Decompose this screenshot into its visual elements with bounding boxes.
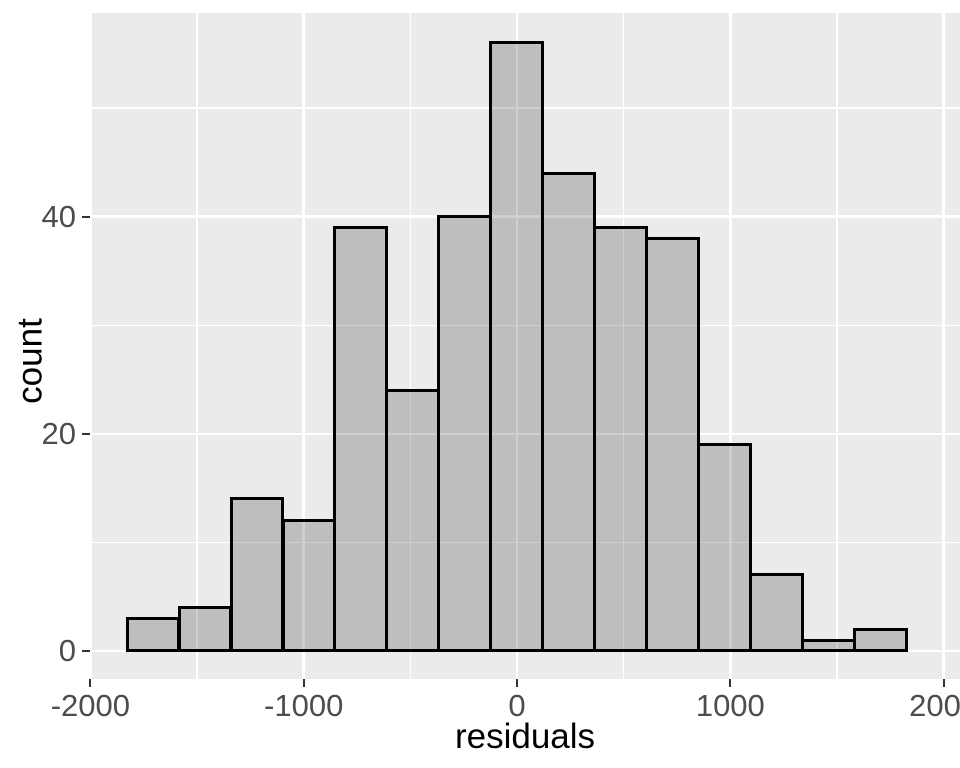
histogram-bar bbox=[801, 638, 857, 653]
x-minor-gridline bbox=[836, 13, 838, 679]
x-tick-label: -1000 bbox=[264, 688, 344, 723]
x-major-gridline bbox=[942, 13, 945, 679]
x-major-gridline bbox=[515, 13, 519, 679]
y-major-gridline bbox=[90, 215, 960, 218]
y-major-gridline bbox=[90, 432, 960, 435]
x-tick-label: 2000 bbox=[909, 688, 960, 723]
histogram-bar bbox=[697, 443, 753, 653]
x-major-gridline bbox=[729, 13, 732, 679]
histogram-bar bbox=[177, 606, 233, 653]
histogram-bar bbox=[281, 519, 337, 653]
y-tick-label: 20 bbox=[41, 416, 76, 452]
x-axis-tick bbox=[302, 679, 305, 687]
x-axis-tick bbox=[729, 679, 732, 687]
histogram-bar bbox=[229, 497, 285, 653]
x-minor-gridline bbox=[623, 13, 625, 679]
x-tick-label: 1000 bbox=[695, 688, 765, 723]
x-minor-gridline bbox=[196, 13, 198, 679]
x-axis-tick bbox=[516, 679, 518, 687]
x-minor-gridline bbox=[409, 13, 411, 679]
y-axis-title: count bbox=[10, 318, 50, 404]
x-major-gridline bbox=[302, 13, 305, 679]
histogram-bar bbox=[541, 171, 597, 653]
x-tick-label: 0 bbox=[508, 688, 526, 723]
y-axis-tick bbox=[82, 215, 90, 218]
y-axis-tick bbox=[82, 432, 90, 435]
x-major-gridline bbox=[90, 13, 92, 679]
histogram-bar bbox=[489, 41, 545, 653]
histogram-bar bbox=[333, 225, 389, 653]
x-axis-tick bbox=[89, 679, 92, 687]
x-axis-tick bbox=[942, 679, 945, 687]
histogram-bar bbox=[125, 616, 181, 653]
x-axis-title: residuals bbox=[454, 717, 596, 756]
y-minor-gridline bbox=[90, 324, 960, 326]
y-minor-gridline bbox=[90, 541, 960, 544]
histogram-bar bbox=[437, 215, 493, 653]
y-tick-label: 40 bbox=[41, 199, 76, 235]
histogram-bar bbox=[645, 236, 701, 653]
histogram-bar bbox=[593, 225, 649, 653]
histogram-bar bbox=[749, 573, 805, 653]
x-tick-label: -2000 bbox=[50, 688, 131, 723]
y-axis-tick bbox=[82, 649, 90, 652]
y-minor-gridline bbox=[90, 107, 960, 109]
histogram-bar bbox=[385, 388, 441, 653]
histogram-bar bbox=[853, 627, 909, 653]
plot-panel bbox=[90, 13, 960, 679]
y-tick-label: 0 bbox=[58, 633, 76, 669]
